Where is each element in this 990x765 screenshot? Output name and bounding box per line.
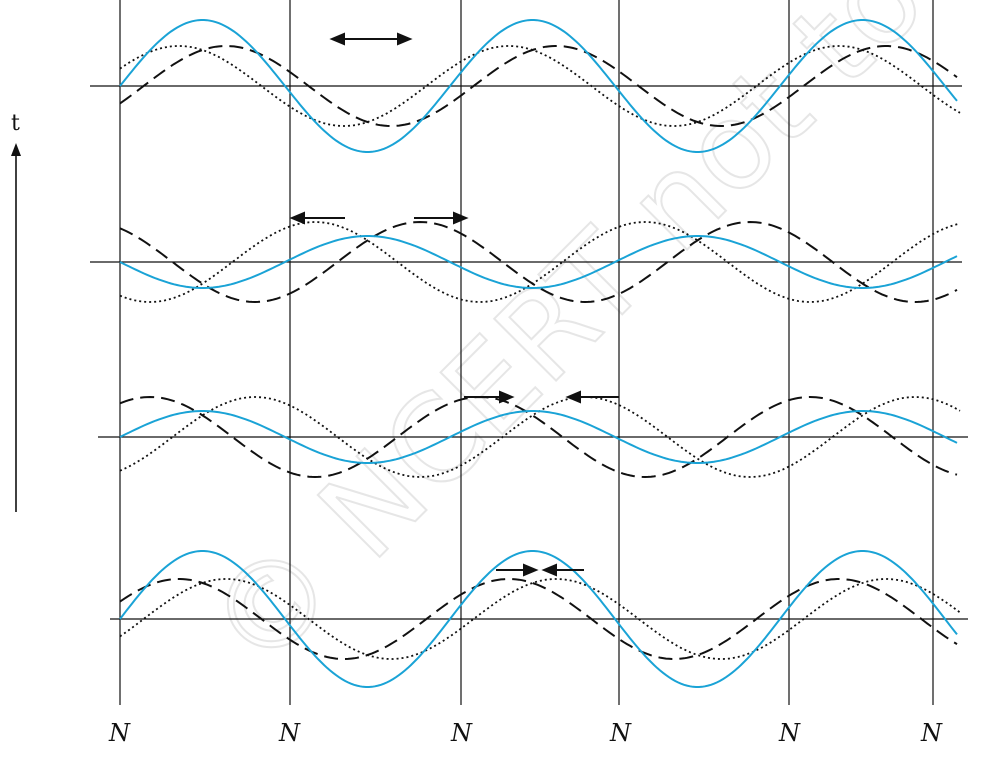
baselines: [90, 85, 968, 620]
watermark: © NCERT not to be republished: [181, 0, 990, 698]
node-labels: N N N N N N: [108, 719, 943, 747]
resultant-wave-row-3: [119, 410, 958, 464]
node-lines: [119, 0, 934, 705]
node-label-6: N: [920, 719, 943, 747]
arrow-row2-left-head: [289, 211, 305, 225]
time-axis-arrowhead: [11, 143, 21, 156]
arrow-row1-right-head: [397, 32, 413, 46]
resultant-wave-row-2: [119, 235, 958, 289]
arrow-row1-left-head: [329, 32, 345, 46]
resultant-wave-row-4: [119, 550, 958, 688]
dotted-wave-row-4: [119, 578, 961, 660]
time-axis: t: [11, 111, 21, 512]
arrow-row4-left-head: [541, 563, 557, 577]
arrow-row3-right-head: [499, 390, 515, 404]
arrow-row2-right-head: [453, 211, 469, 225]
arrow-row3-left-head: [565, 390, 581, 404]
dashed-wave-row-4: [119, 578, 958, 660]
dashed-wave-row-3: [119, 395, 958, 479]
waves: [119, 19, 961, 688]
node-label-2: N: [278, 719, 301, 747]
node-label-4: N: [609, 719, 632, 747]
node-label-3: N: [450, 719, 473, 747]
watermark-text: © NCERT not to be republished: [182, 0, 990, 697]
time-axis-label: t: [11, 111, 20, 136]
dotted-wave-row-1: [119, 45, 961, 127]
node-label-1: N: [108, 719, 131, 747]
arrow-row4-right-head: [523, 563, 539, 577]
dashed-wave-row-2: [119, 220, 958, 304]
resultant-wave-row-1: [119, 19, 958, 153]
node-label-5: N: [778, 719, 801, 747]
direction-arrows: [289, 32, 619, 577]
